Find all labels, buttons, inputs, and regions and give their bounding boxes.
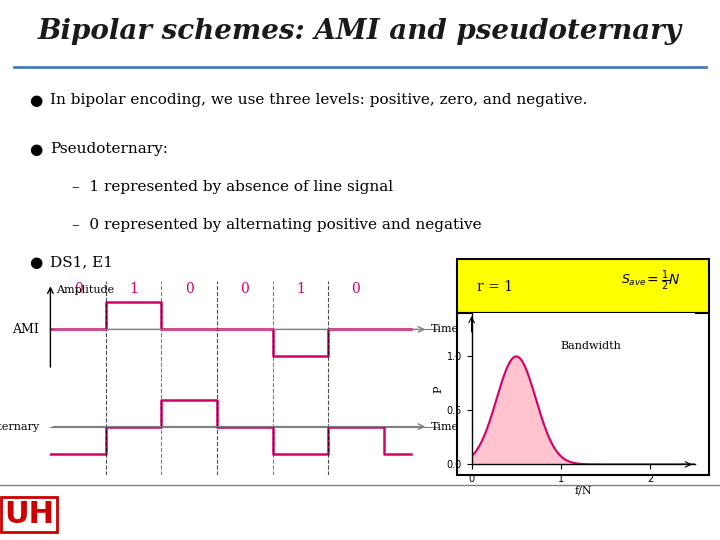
Y-axis label: P: P: [433, 385, 444, 393]
Text: Time: Time: [431, 325, 459, 334]
Text: AMI: AMI: [12, 323, 40, 336]
Text: 0: 0: [185, 282, 194, 296]
Text: $= \frac{1}{2}N$: $= \frac{1}{2}N$: [644, 268, 680, 293]
X-axis label: f/N: f/N: [575, 485, 592, 496]
Text: Amplitude: Amplitude: [56, 285, 114, 295]
Text: ●: ●: [29, 142, 42, 157]
Bar: [457, 259, 709, 313]
Text: r = 1: r = 1: [477, 280, 513, 294]
Text: DS1, E1: DS1, E1: [50, 255, 114, 269]
Text: ●: ●: [29, 93, 42, 108]
Text: –  0 represented by alternating positive and negative: – 0 represented by alternating positive …: [72, 218, 482, 232]
Text: 1: 1: [130, 282, 138, 296]
Text: 1: 1: [296, 282, 305, 296]
Text: ●: ●: [29, 255, 42, 271]
Text: Bandwidth: Bandwidth: [561, 341, 622, 350]
Text: In bipolar encoding, we use three levels: positive, zero, and negative.: In bipolar encoding, we use three levels…: [50, 93, 588, 107]
Text: Bipolar schemes: AMI and pseudoternary: Bipolar schemes: AMI and pseudoternary: [38, 17, 682, 44]
Text: Pseudoternary: Pseudoternary: [0, 422, 40, 431]
Text: Pseudoternary:: Pseudoternary:: [50, 142, 168, 156]
Text: 0: 0: [240, 282, 249, 296]
Bar: [457, 313, 709, 475]
Text: 0: 0: [73, 282, 83, 296]
Text: UH: UH: [4, 500, 54, 529]
Text: Time: Time: [431, 422, 459, 431]
Text: $S_{ave}$: $S_{ave}$: [621, 273, 647, 288]
Text: 0: 0: [351, 282, 360, 296]
Text: –  1 represented by absence of line signal: – 1 represented by absence of line signa…: [72, 180, 393, 194]
